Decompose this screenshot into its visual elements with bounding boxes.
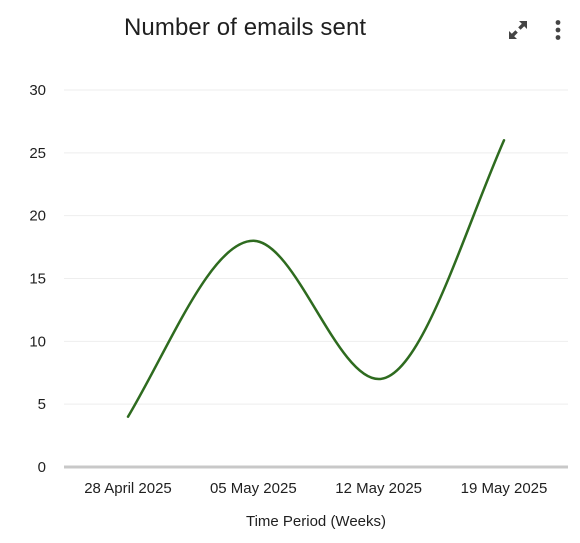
y-tick-label: 15	[29, 271, 46, 288]
y-tick-label: 10	[29, 333, 46, 350]
y-tick-label: 0	[38, 459, 46, 476]
y-tick-label: 5	[38, 396, 46, 413]
expand-icon[interactable]	[506, 18, 530, 42]
more-options-icon[interactable]	[550, 18, 566, 42]
x-tick-label: 05 May 2025	[210, 480, 297, 497]
x-tick-label: 19 May 2025	[461, 480, 548, 497]
y-tick-label: 20	[29, 208, 46, 225]
series-lines	[126, 139, 506, 418]
x-tick-label: 12 May 2025	[335, 480, 422, 497]
series-line	[126, 139, 506, 418]
y-tick-label: 30	[29, 82, 46, 99]
x-axis-title: Time Period (Weeks)	[246, 513, 386, 530]
chart-title: Number of emails sent	[124, 14, 367, 41]
y-axis-ticks: 0 5 10 15 20 25 30	[29, 82, 46, 476]
x-axis-ticks: 28 April 2025 05 May 2025 12 May 2025 19 Ma…	[84, 480, 547, 497]
y-tick-label: 25	[29, 145, 46, 162]
x-tick-label: 28 April 2025	[84, 480, 172, 497]
grid-lines	[64, 89, 568, 469]
